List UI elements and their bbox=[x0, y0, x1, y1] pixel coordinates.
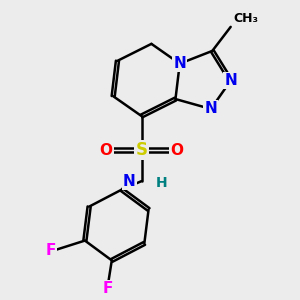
Text: N: N bbox=[173, 56, 186, 71]
Text: F: F bbox=[102, 281, 113, 296]
Text: H: H bbox=[156, 176, 167, 190]
Text: CH₃: CH₃ bbox=[233, 12, 259, 26]
Text: O: O bbox=[170, 142, 183, 158]
Text: O: O bbox=[100, 142, 112, 158]
Text: S: S bbox=[136, 141, 148, 159]
Text: N: N bbox=[224, 73, 237, 88]
Text: N: N bbox=[123, 174, 136, 189]
Text: N: N bbox=[205, 101, 217, 116]
Text: F: F bbox=[46, 243, 56, 258]
